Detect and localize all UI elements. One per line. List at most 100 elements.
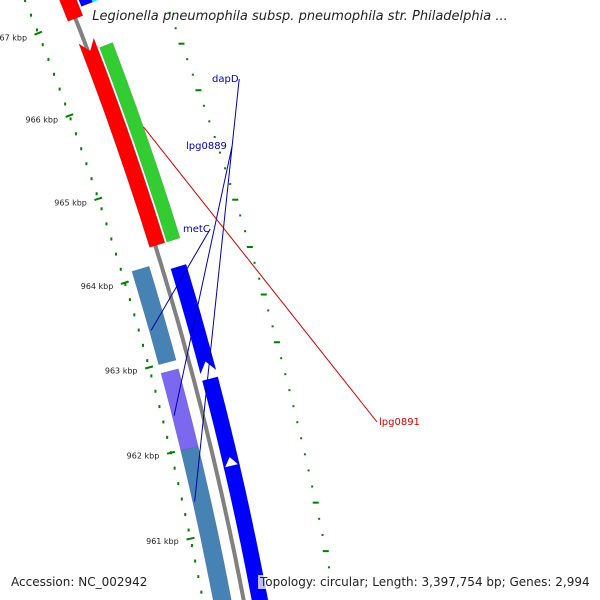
gene-label: lpg0889 [186, 141, 227, 152]
gc-dash [312, 501, 319, 504]
gene-label-layer: dapD lpg0889 metC lpg0891 [143, 74, 420, 502]
cds-block-forward [201, 376, 241, 471]
gc-dot [154, 389, 157, 393]
gene-leader-line [173, 145, 233, 416]
backbone-track [65, 0, 246, 600]
gc-dot [105, 222, 108, 226]
gc-dot [180, 497, 183, 501]
gc-dash [218, 151, 221, 154]
cog-block-lpg0889 [160, 368, 199, 451]
gc-dash [273, 341, 280, 344]
gc-dash [311, 485, 314, 488]
tick-label: 964 kbp [81, 282, 114, 291]
cds-block-reverse [78, 37, 166, 248]
gc-dot [150, 374, 153, 378]
gc-dot [166, 435, 169, 439]
gc-dot [115, 252, 118, 256]
gc-dash [253, 261, 256, 264]
accession-text: Accession: NC_002942 [9, 575, 150, 589]
tick-mark [186, 536, 195, 541]
gc-dash [191, 73, 194, 76]
gc-dash [246, 246, 253, 249]
gc-dash [300, 437, 303, 440]
gc-dash [307, 469, 310, 472]
gc-dash [321, 533, 324, 536]
gc-dot [110, 237, 113, 241]
gc-dash [303, 453, 306, 456]
gc-dot [162, 420, 165, 424]
gc-dot [30, 13, 33, 17]
gc-dot [35, 28, 38, 32]
tick-label: 961 kbp [146, 537, 179, 546]
gc-dash [271, 325, 274, 328]
map-title: Legionella pneumophila subsp. pneumophil… [92, 9, 508, 24]
gc-dot [190, 544, 193, 548]
tick-mark [144, 365, 154, 370]
gc-dot [24, 0, 27, 2]
gc-dot [173, 466, 176, 470]
gc-dash [239, 214, 242, 217]
gc-content-track [24, 0, 334, 594]
gc-dot [124, 282, 127, 286]
tick-mark [34, 30, 43, 36]
gene-label: dapD [212, 74, 239, 85]
tick-label: 965 kbp [54, 199, 87, 208]
gc-dash [178, 42, 185, 45]
gc-dash [232, 198, 239, 201]
tick-label: 963 kbp [105, 367, 138, 376]
gc-dot [184, 513, 187, 517]
gc-dot [146, 359, 149, 363]
gc-dot [197, 575, 200, 579]
gc-dot [64, 102, 67, 106]
gc-dot [74, 132, 77, 136]
cds-block-reverse [59, 0, 84, 22]
gc-dot [90, 177, 93, 181]
gc-dash [244, 230, 247, 233]
gc-dot [85, 162, 88, 166]
gene-leader-line [143, 126, 378, 423]
cog-block-lpg0891 [99, 42, 181, 243]
gc-dash [318, 517, 321, 520]
gc-dot [133, 313, 136, 317]
tick-ruler: 961 kbp 962 kbp 963 kbp 964 kbp 965 kbp 966 k… [0, 30, 195, 546]
gc-dash [288, 389, 291, 392]
gc-dash [292, 405, 295, 408]
gc-dash [327, 566, 330, 569]
gc-dot [119, 267, 122, 271]
tick-mark [65, 113, 74, 118]
gc-dash [267, 309, 270, 312]
backbone-line [65, 0, 246, 600]
gc-dash [322, 550, 329, 553]
gc-dot [41, 43, 44, 47]
tick-mark [120, 280, 129, 285]
feature-track [59, 0, 269, 600]
gc-dot [177, 482, 180, 486]
gc-dash [229, 182, 232, 185]
tick-label: 966 kbp [25, 116, 58, 125]
gc-dash [258, 277, 261, 280]
tick-label: 962 kbp [127, 452, 160, 461]
cds-block-forward [170, 263, 217, 375]
gc-dot [58, 87, 61, 91]
gc-dash [208, 120, 211, 123]
topology-text: Topology: circular; Length: 3,397,754 bp… [258, 575, 592, 589]
gc-dot [80, 147, 83, 151]
gc-dash [280, 357, 283, 360]
gc-dot [69, 117, 72, 121]
gc-dash [174, 27, 177, 30]
gc-dot [194, 559, 197, 563]
tick-mark [94, 196, 103, 201]
gc-dot [53, 72, 56, 76]
gc-dot [100, 207, 103, 211]
gc-dot [200, 590, 203, 594]
gene-leader-line [150, 228, 211, 331]
gene-label: lpg0891 [379, 417, 420, 428]
gc-dot [158, 405, 161, 409]
gc-dash [224, 167, 227, 170]
tick-label: 967 kbp [0, 34, 27, 43]
gc-dot [47, 57, 50, 61]
cog-block-metC [131, 265, 177, 366]
gc-dash [296, 421, 299, 424]
